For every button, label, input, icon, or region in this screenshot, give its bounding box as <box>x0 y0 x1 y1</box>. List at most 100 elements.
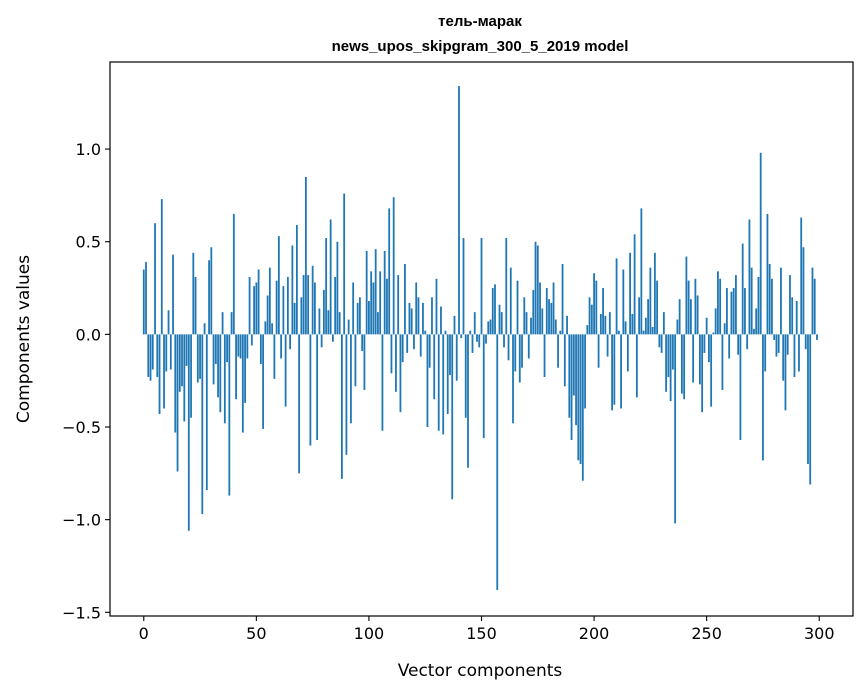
bar <box>347 319 350 335</box>
bar <box>455 334 458 381</box>
bar <box>428 334 431 368</box>
bar <box>726 288 728 335</box>
bar <box>361 334 364 352</box>
bar <box>212 334 215 385</box>
bar <box>244 334 246 403</box>
bar <box>712 332 715 335</box>
bar <box>534 241 537 335</box>
bar <box>363 334 366 390</box>
bar <box>789 275 791 335</box>
bar <box>320 334 323 348</box>
bar <box>730 291 733 335</box>
bar <box>539 282 541 335</box>
bar <box>365 250 368 335</box>
bar <box>793 334 796 377</box>
bar <box>710 334 713 407</box>
bar <box>149 334 152 381</box>
bar <box>644 317 647 335</box>
bar <box>395 334 397 392</box>
bar <box>280 334 283 359</box>
bar <box>440 306 442 335</box>
bar <box>392 197 395 335</box>
bar <box>435 278 438 335</box>
bar <box>433 334 436 400</box>
bar <box>653 252 656 335</box>
bar <box>232 213 235 335</box>
bar <box>165 334 168 372</box>
bar <box>552 282 555 335</box>
bar <box>390 334 393 374</box>
bar <box>408 302 411 335</box>
y-tick-label: −0.5 <box>62 418 101 437</box>
x-tick-label: 200 <box>579 624 610 643</box>
bar <box>523 297 526 335</box>
bar <box>665 334 668 392</box>
bar <box>512 334 514 424</box>
bar <box>631 313 634 335</box>
bar <box>401 334 404 363</box>
x-tick-label: 100 <box>354 624 385 643</box>
bar <box>172 254 174 335</box>
bar <box>750 267 753 335</box>
bar <box>611 334 613 411</box>
bar <box>422 302 424 335</box>
bar <box>732 288 735 335</box>
bar <box>183 334 186 422</box>
chart-title-line2: news_upos_skipgram_300_5_2019 model <box>332 38 629 55</box>
bar <box>604 315 607 335</box>
y-axis-ticks: −1.5 −1.0 −0.5 0.0 0.5 1.0 <box>62 140 110 622</box>
bar <box>190 334 192 418</box>
bar <box>473 312 476 335</box>
bar <box>343 193 346 335</box>
bar <box>550 302 553 335</box>
bar <box>775 334 778 357</box>
x-tick-label: 0 <box>139 624 149 643</box>
bar <box>163 334 165 409</box>
bar <box>235 334 237 400</box>
bar <box>762 334 764 461</box>
bar <box>379 271 382 335</box>
bar <box>154 223 156 335</box>
y-tick-label: −1.0 <box>62 511 101 530</box>
bar <box>737 334 740 355</box>
bar <box>356 302 359 335</box>
bar <box>696 295 699 335</box>
bar <box>386 278 388 335</box>
bar <box>771 278 773 335</box>
bar <box>617 330 620 335</box>
bar <box>377 312 379 335</box>
bars-group <box>142 86 818 591</box>
bar <box>264 321 267 335</box>
bar <box>584 334 586 409</box>
bar <box>399 334 402 413</box>
bar <box>541 308 544 335</box>
bar <box>595 280 598 335</box>
bar <box>309 334 312 446</box>
bar <box>561 263 564 335</box>
bar <box>525 312 528 335</box>
bar <box>714 308 717 335</box>
bar <box>354 334 357 387</box>
bar <box>196 334 199 383</box>
bar <box>208 260 210 335</box>
bar <box>449 334 451 376</box>
bar <box>518 334 521 383</box>
bar <box>640 208 643 335</box>
bar <box>205 334 208 491</box>
bar <box>268 267 271 335</box>
bar <box>777 334 780 353</box>
bar <box>437 334 440 431</box>
bar <box>277 236 280 335</box>
bar <box>295 225 298 335</box>
bar <box>259 334 262 365</box>
bar <box>313 282 316 335</box>
bar <box>311 265 314 335</box>
bar <box>255 282 258 335</box>
bar <box>764 334 767 372</box>
bar <box>329 219 332 335</box>
bar <box>586 325 589 335</box>
bar <box>759 152 762 335</box>
bar <box>464 334 467 418</box>
bar <box>658 334 661 348</box>
